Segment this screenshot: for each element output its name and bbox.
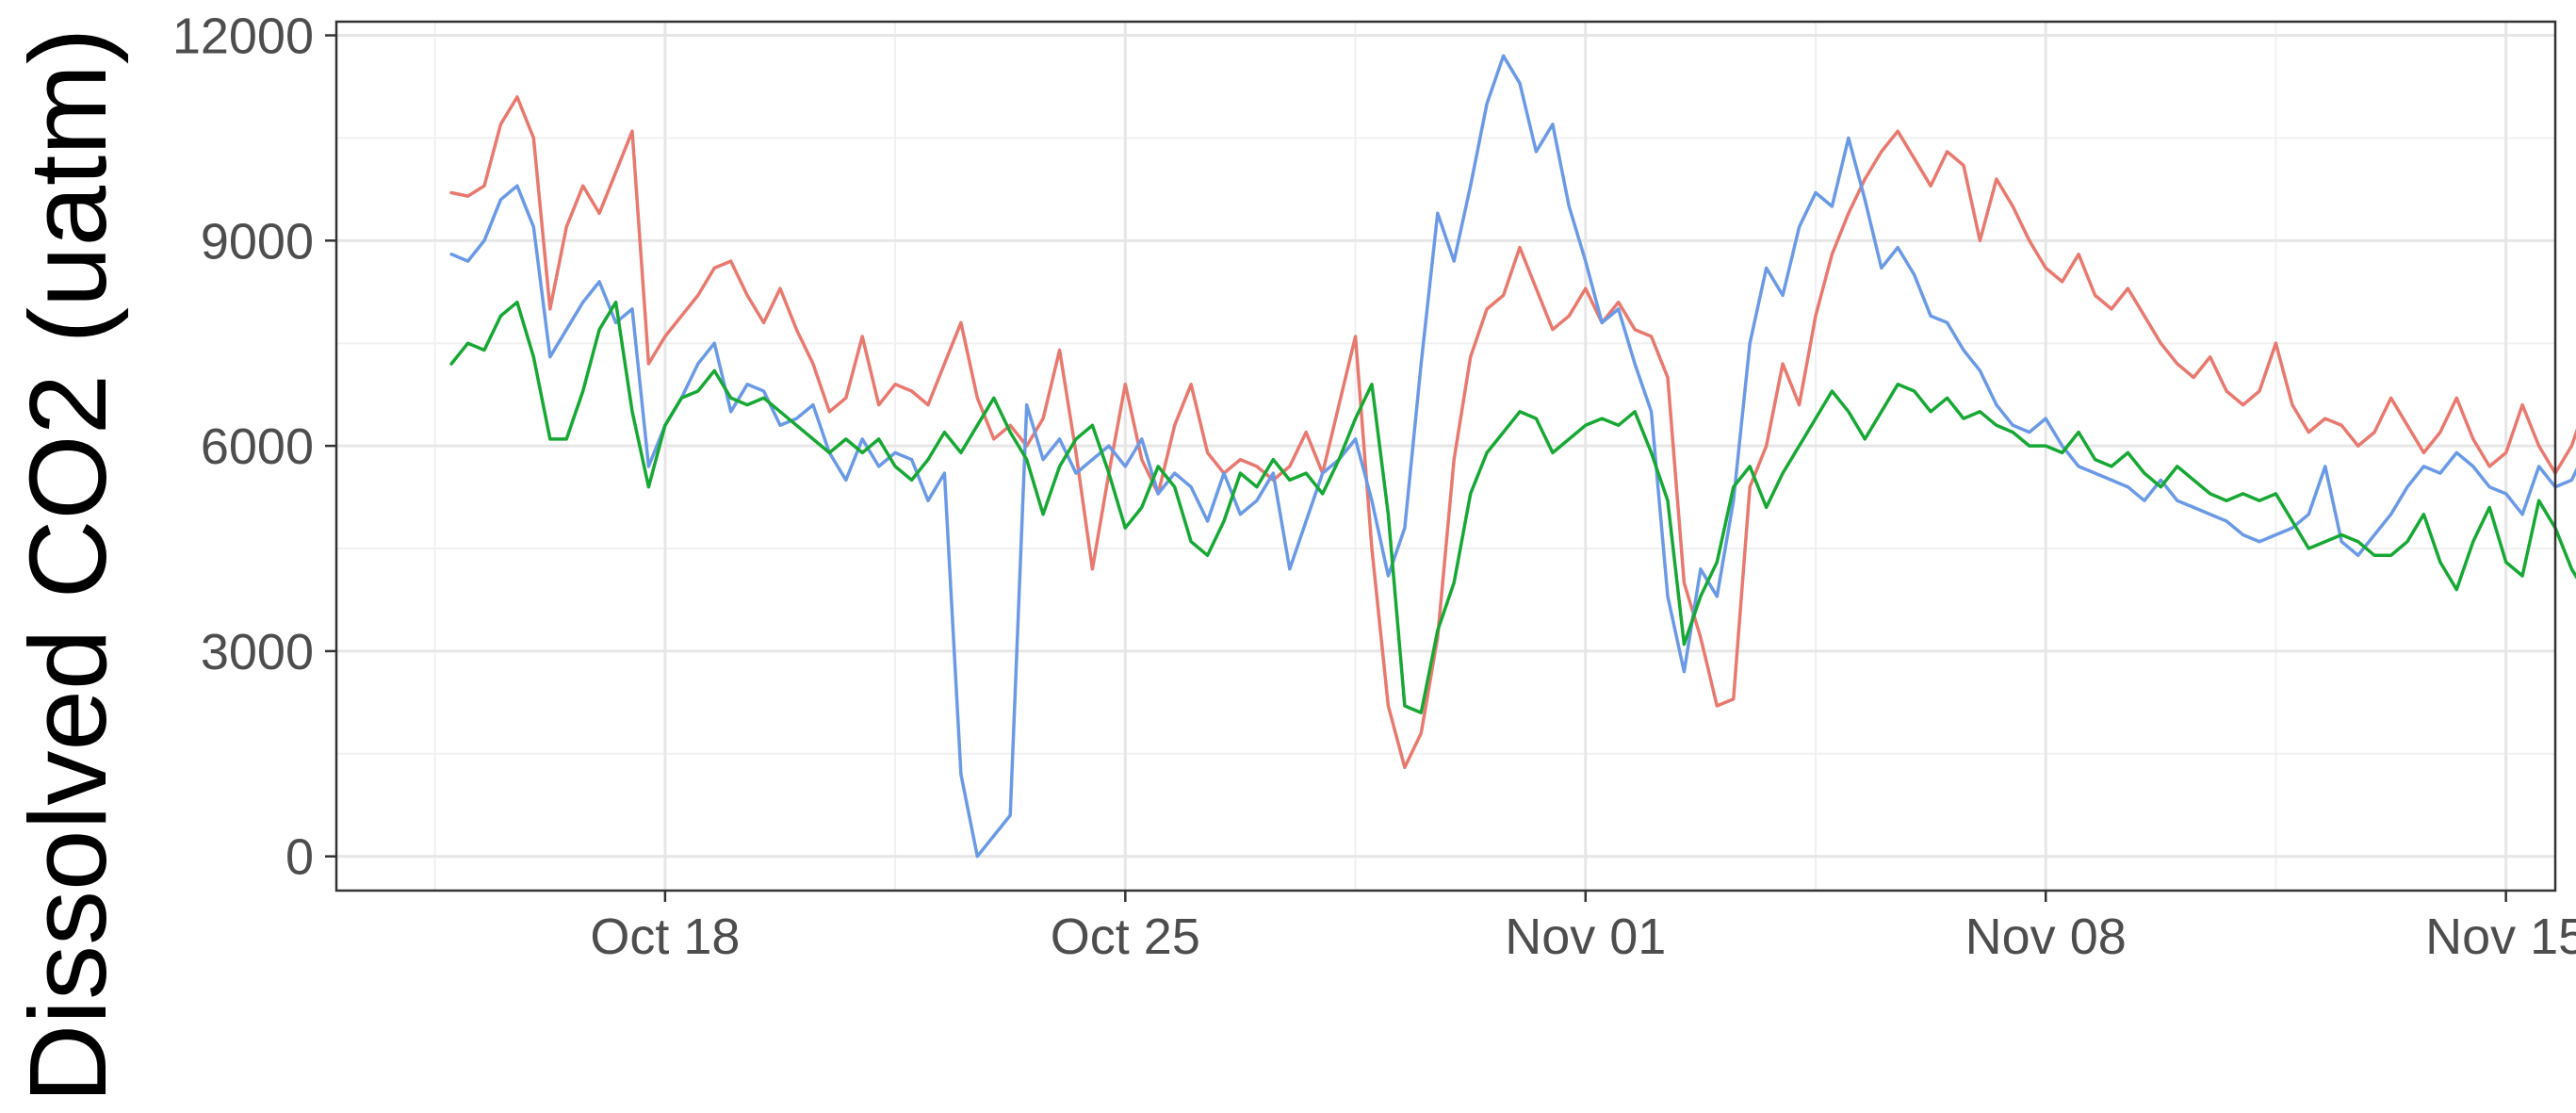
series-layer [449,54,2576,859]
major-gridlines [336,22,2555,891]
y-tick-label: 3000 [201,624,314,680]
y-tick-label: 9000 [201,213,314,270]
minor-gridlines [336,22,2555,891]
x-tick-label: Oct 25 [1051,908,1200,965]
x-tick-label: Nov 15 [2425,908,2576,965]
plot-panel-border [334,20,2557,892]
y-axis: 0 3000 6000 9000 12000 [172,8,336,886]
series-line-blue [449,54,2576,859]
y-tick-label: 0 [285,829,314,886]
x-tick-label: Nov 08 [1965,908,2127,965]
x-tick-label: Oct 18 [590,908,740,965]
x-axis: Oct 18 Oct 25 Nov 01 Nov 08 Nov 15 [590,891,2576,965]
series-line-green [449,300,2576,714]
x-tick-label: Nov 01 [1505,908,1666,965]
y-tick-label: 6000 [201,418,314,475]
y-tick-label: 12000 [172,8,314,65]
y-axis-title: Dissolved CO2 (uatm) [7,28,129,1104]
